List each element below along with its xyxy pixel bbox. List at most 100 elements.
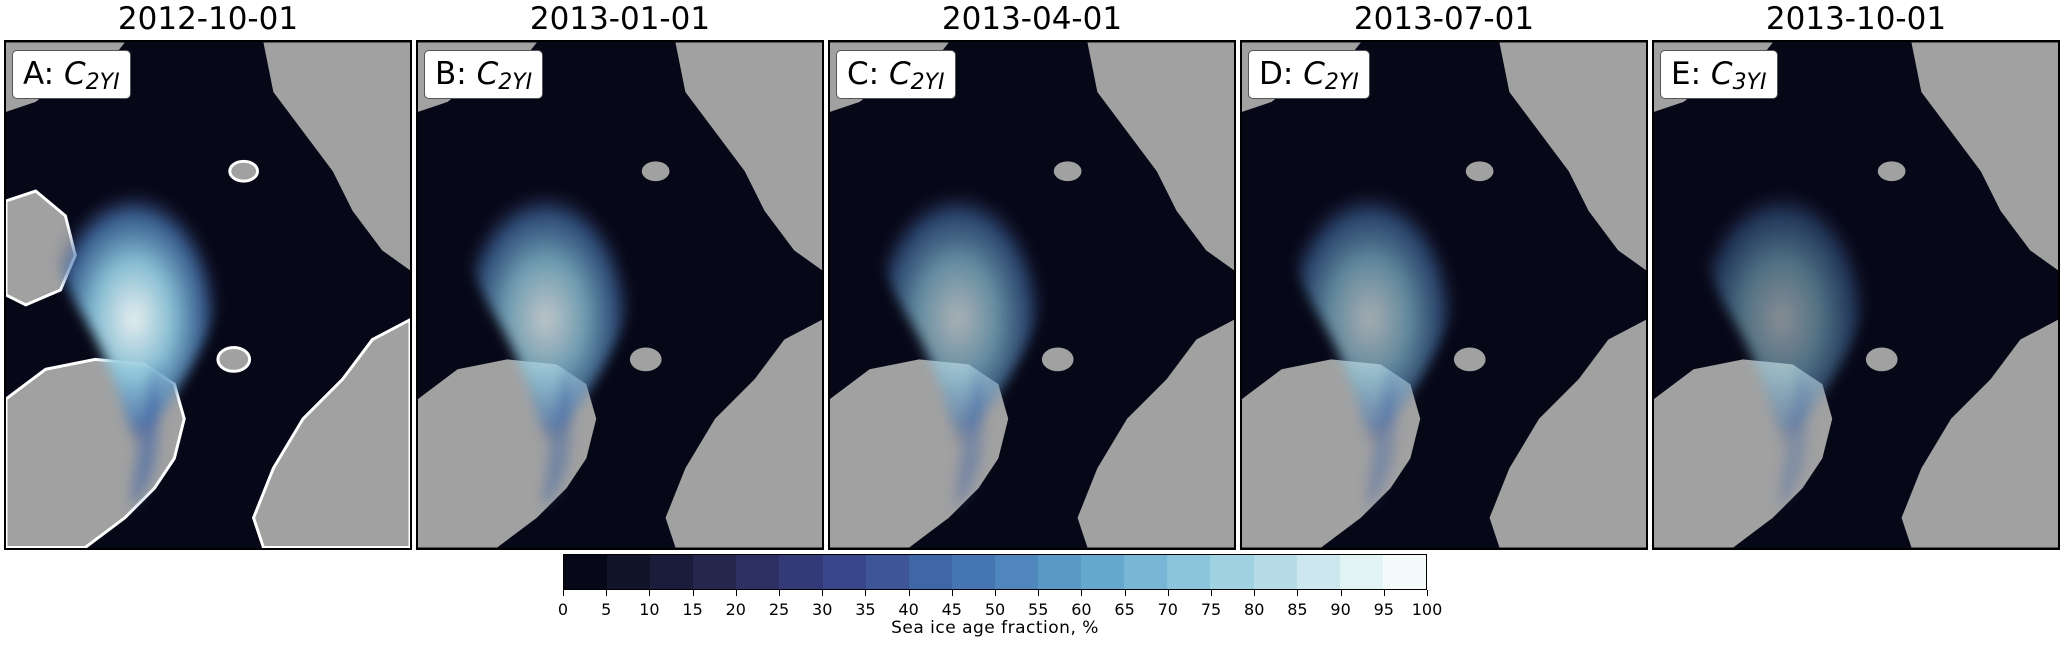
- colorbar-tick-label: 100: [1411, 600, 1443, 619]
- land-europe: [1489, 319, 1646, 548]
- colorbar-segment: [1382, 555, 1426, 589]
- colorbar-tick-label: 25: [768, 600, 790, 619]
- colorbar-ticks: 0 5 10 15 20 25 30 35 40 45 50 55 60 65 70 75 80 85 90 95 10…: [558, 590, 1442, 620]
- colorbar-segment: [908, 555, 952, 589]
- colorbar-tick: [1211, 590, 1212, 596]
- land-siberia: [1499, 42, 1646, 271]
- island-franz-josef: [1053, 161, 1082, 182]
- island-svalbard: [1865, 347, 1898, 372]
- colorbar-segment: [1038, 555, 1082, 589]
- sea-ice-region: [1693, 189, 1870, 449]
- panel-label: A: C2YI: [12, 50, 131, 99]
- colorbar-tick-label: 80: [1244, 600, 1265, 619]
- colorbar-tick-label: 20: [725, 600, 746, 619]
- colorbar-tick: [606, 590, 608, 596]
- colorbar-tick-label: 5: [601, 600, 612, 619]
- colorbar-tick: [1038, 590, 1040, 596]
- colorbar-tick: [865, 590, 867, 596]
- colorbar-tick: [649, 590, 651, 596]
- colorbar-tick: [822, 590, 824, 596]
- colorbar-segment: [951, 555, 995, 589]
- colorbar-tick-label: 65: [1114, 600, 1135, 619]
- land-siberia: [1911, 42, 2058, 271]
- map-panel-d: D: C2YI: [1240, 40, 1648, 550]
- sea-ice-tail: [129, 359, 160, 508]
- sea-ice-region: [45, 189, 222, 449]
- colorbar-segment: [865, 555, 909, 589]
- map-panel-c: C: C2YI: [828, 40, 1236, 550]
- island-svalbard: [1041, 347, 1074, 372]
- colorbar-tick-label: 85: [1287, 600, 1308, 619]
- colorbar-tick: [1167, 590, 1169, 596]
- island-svalbard: [216, 345, 252, 373]
- land-siberia: [675, 42, 822, 271]
- panel-label: D: C2YI: [1248, 50, 1370, 99]
- sea-ice-tail: [541, 359, 572, 508]
- island-svalbard: [629, 347, 662, 372]
- island-franz-josef: [228, 159, 259, 183]
- colorbar-tick: [1124, 590, 1126, 596]
- panel-title: 2013-04-01: [941, 1, 1123, 37]
- map-panel-b: B: C2YI: [416, 40, 824, 550]
- panel-label: C: C2YI: [836, 50, 956, 99]
- colorbar-tick-label: 40: [898, 600, 919, 619]
- colorbar-tick: [1340, 590, 1342, 596]
- colorbar-tick: [995, 590, 996, 596]
- panel-title: 2013-01-01: [529, 1, 711, 37]
- map-panel-e: E: C3YI: [1652, 40, 2060, 550]
- colorbar-segment: [1210, 555, 1254, 589]
- colorbar-tick-label: 45: [941, 600, 962, 619]
- colorbar-tick: [1297, 590, 1299, 596]
- panel-title: 2013-10-01: [1765, 1, 1947, 37]
- arctic-map: [1654, 42, 2058, 548]
- island-franz-josef: [1877, 161, 1906, 182]
- colorbar-segment: [1124, 555, 1168, 589]
- colorbar-tick-label: 15: [682, 600, 703, 619]
- arctic-map: [6, 42, 410, 548]
- colorbar-segment: [994, 555, 1039, 589]
- colorbar-tick-label: 75: [1200, 600, 1222, 619]
- colorbar-segment: [564, 555, 608, 589]
- land-europe: [1077, 319, 1234, 548]
- colorbar-tick-label: 30: [812, 600, 833, 619]
- colorbar-tick-label: 70: [1157, 600, 1178, 619]
- colorbar-segment: [1253, 555, 1297, 589]
- colorbar-segment: [736, 555, 780, 589]
- map-panel-a: A: C2YI: [4, 40, 412, 550]
- colorbar-segment: [650, 555, 694, 589]
- arctic-map: [418, 42, 822, 548]
- colorbar-tick: [1254, 590, 1256, 596]
- colorbar-tick-label: 55: [1028, 600, 1049, 619]
- colorbar-tick-label: 60: [1071, 600, 1092, 619]
- sea-ice-tail: [1365, 359, 1396, 508]
- colorbar-segment: [607, 555, 651, 589]
- colorbar-tick: [692, 590, 694, 596]
- panel-label: E: C3YI: [1660, 50, 1778, 99]
- colorbar-tick-label: 90: [1330, 600, 1351, 619]
- colorbar-tick: [1427, 590, 1428, 596]
- sea-ice-tail: [1777, 359, 1808, 508]
- land-siberia: [1087, 42, 1234, 271]
- colorbar-segment: [1081, 555, 1125, 589]
- island-svalbard: [1453, 347, 1486, 372]
- land-siberia: [263, 42, 410, 271]
- colorbar-tick-label: 0: [557, 600, 569, 619]
- sea-ice-region: [869, 189, 1046, 449]
- island-franz-josef: [641, 161, 670, 182]
- island-franz-josef: [1465, 161, 1494, 182]
- colorbar-tick: [908, 590, 910, 596]
- colorbar-segment: [1296, 555, 1340, 589]
- arctic-map: [1242, 42, 1646, 548]
- colorbar-tick: [563, 590, 564, 596]
- colorbar-segment: [1339, 555, 1383, 589]
- land-europe: [1901, 319, 2058, 548]
- panel-label: B: C2YI: [424, 50, 544, 99]
- panel-title: 2013-07-01: [1353, 1, 1535, 37]
- land-europe: [251, 318, 410, 548]
- colorbar-tick-label: 95: [1373, 600, 1394, 619]
- colorbar-tick: [951, 590, 953, 596]
- colorbar-tick-label: 35: [855, 600, 876, 619]
- colorbar-segment: [822, 555, 866, 589]
- panel-title: 2012-10-01: [117, 1, 299, 37]
- colorbar-tick: [735, 590, 737, 596]
